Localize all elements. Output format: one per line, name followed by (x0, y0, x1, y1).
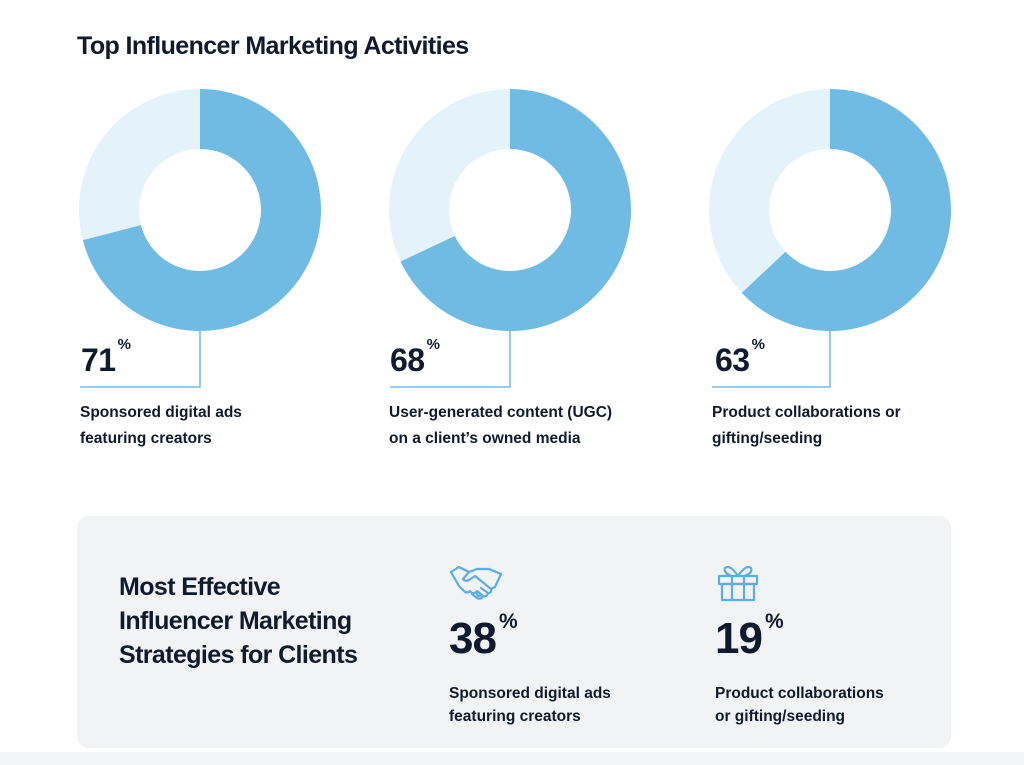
gift-icon (717, 565, 759, 602)
stat-label: Product collaborations or gifting/seedin… (715, 685, 884, 725)
donut-value-label: 71% (81, 336, 131, 378)
donut-chart (708, 89, 951, 388)
donut-value-segment (741, 89, 951, 332)
stat-value: 38% (449, 610, 518, 663)
donut-value-segment (400, 89, 631, 331)
stat-label: Sponsored digital ads featuring creators (449, 685, 611, 725)
donut-remainder-segment (708, 89, 830, 293)
donut-item: 63% Product collaborations or gifting/se… (0, 0, 951, 470)
donut-leader-line (390, 331, 511, 388)
effective-strategies-panel: Most Effective Influencer Marketing Stra… (77, 516, 951, 748)
handshake-icon (449, 565, 503, 600)
donut-value-segment (82, 89, 322, 331)
donut-remainder-segment (388, 89, 510, 262)
chart-title: Top Influencer Marketing Activities (77, 32, 469, 60)
donut-leader-line (712, 331, 831, 388)
stat-value: 19% (715, 610, 784, 663)
donut-chart (79, 89, 322, 388)
donut-value-label: 68% (390, 336, 440, 378)
panel-title: Most Effective Influencer Marketing Stra… (119, 573, 358, 669)
donut-leader-line (80, 331, 201, 388)
donut-item: 71% Sponsored digital ads featuring crea… (0, 0, 322, 470)
donut-description: Sponsored digital ads featuring creators (80, 404, 242, 447)
stat-product-collaborations: 19% Product collaborations or gifting/se… (715, 562, 935, 742)
donut-value-label: 63% (715, 336, 765, 378)
page-footer-strip (0, 752, 1024, 765)
donut-description: Product collaborations or gifting/seedin… (712, 404, 901, 447)
donut-description: User-generated content (UGC) on a client… (389, 404, 613, 447)
stat-sponsored-ads: 38% Sponsored digital ads featuring crea… (449, 562, 689, 742)
donut-remainder-segment (79, 89, 200, 241)
donut-chart (388, 89, 631, 388)
donut-item: 68% User-generated content (UGC) on a cl… (0, 0, 631, 470)
